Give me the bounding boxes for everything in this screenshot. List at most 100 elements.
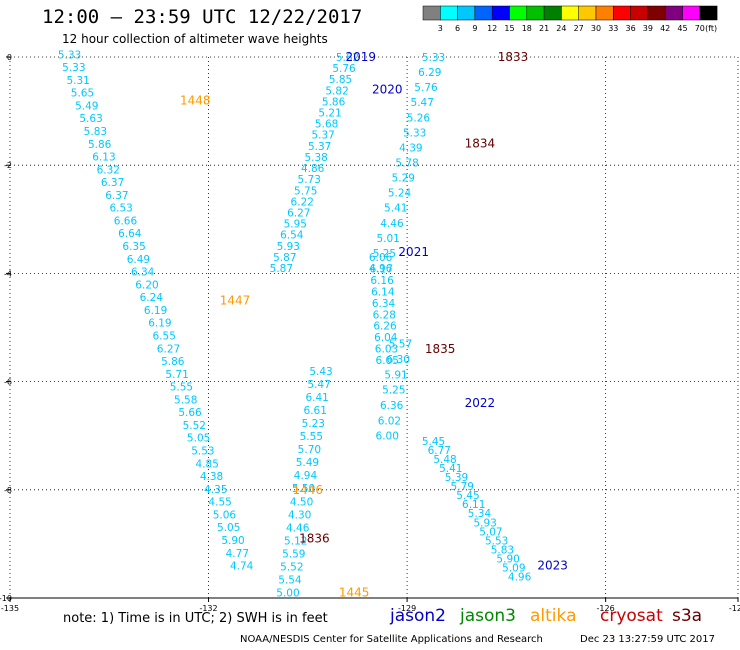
- wave-height-value: 5.25: [382, 385, 405, 397]
- wave-height-value: 5.45: [456, 490, 479, 502]
- wave-height-value: 5.76: [332, 63, 356, 75]
- wave-height-value: 5.86: [322, 96, 346, 108]
- wave-height-value: 6.17: [370, 264, 393, 276]
- wave-height-value: 5.87: [273, 252, 296, 264]
- wave-height-value: 5.21: [318, 108, 341, 120]
- wave-height-value: 4.50: [290, 496, 313, 508]
- wave-height-value: 5.48: [433, 454, 456, 466]
- wave-height-value: 6.49: [127, 254, 150, 266]
- y-tick-label: -2: [4, 161, 12, 170]
- wave-height-value: 5.83: [84, 126, 107, 138]
- wave-height-value: 5.41: [439, 463, 462, 475]
- wave-height-value: 5.86: [161, 356, 185, 368]
- wave-height-value: 6.27: [157, 343, 180, 355]
- wave-height-value: 5.75: [294, 185, 317, 197]
- chart-subtitle: 12 hour collection of altimeter wave hei…: [62, 32, 328, 46]
- wave-height-value: 5.87: [270, 263, 293, 275]
- colorbar-label: 45: [677, 24, 687, 33]
- wave-height-value: 5.63: [79, 113, 102, 125]
- legend-entry-altika: altika: [530, 606, 577, 626]
- wave-height-value: 5.50: [292, 483, 315, 495]
- wave-height-value: 6.53: [109, 203, 132, 215]
- wave-height-value: 6.66: [114, 215, 138, 227]
- colorbar-unit: (ft): [705, 24, 717, 33]
- wave-height-value: 6.27: [287, 207, 310, 219]
- colorbar-label: 70: [695, 24, 705, 33]
- x-tick-label: -124: [729, 604, 740, 613]
- wave-height-value: 5.31: [66, 75, 89, 87]
- wave-height-value: 5.05: [217, 522, 240, 534]
- wave-height-value: 5.49: [75, 100, 98, 112]
- wave-height-value: 5.33: [58, 49, 81, 61]
- wave-height-value: 4.39: [399, 142, 422, 154]
- legend-entry-jason2: jason2: [390, 606, 446, 626]
- x-tick-label: -126: [597, 604, 615, 613]
- pass-label: 1834: [465, 137, 496, 151]
- colorbar-swatch: [699, 5, 718, 21]
- pass-label: 1448: [180, 93, 211, 107]
- colorbar-label: 36: [626, 24, 636, 33]
- colorbar-label: 42: [660, 24, 670, 33]
- colorbar-label: 33: [608, 24, 618, 33]
- wave-height-value: 5.73: [298, 174, 321, 186]
- y-tick-label: -8: [4, 486, 12, 495]
- colorbar-swatch: [491, 5, 510, 21]
- wave-height-value: 6.06: [369, 252, 393, 264]
- wave-height-value: 5.34: [468, 508, 492, 520]
- colorbar-swatch: [595, 5, 614, 21]
- wave-height-value: 5.00: [276, 588, 299, 600]
- wave-height-value: 6.29: [418, 67, 441, 79]
- wave-height-value: 6.77: [428, 445, 451, 457]
- tracks: 5.335.335.315.655.495.635.835.866.136.32…: [58, 49, 532, 600]
- timestamp: Dec 23 13:27:59 UTC 2017: [580, 634, 715, 645]
- wave-height-value: 6.41: [305, 392, 328, 404]
- wave-height-value: 5.12: [284, 535, 307, 547]
- wave-height-value: 6.02: [378, 415, 401, 427]
- wave-height-value: 5.90: [221, 535, 244, 547]
- wave-height-value: 6.04: [374, 332, 398, 344]
- legend-entry-s3a: s3a: [672, 606, 703, 626]
- pass-label: 2020: [372, 82, 403, 96]
- y-tick-label: -4: [4, 269, 12, 278]
- wave-height-value: 5.05: [187, 433, 210, 445]
- pass-label: 2021: [398, 245, 429, 259]
- chart-title: 12:00 – 23:59 UTC 12/22/2017: [42, 6, 363, 28]
- wave-height-value: 5.07: [479, 526, 502, 538]
- pass-labels: 2019 2020 2021 2022 2023 1447 1448 1446 1445 1833…: [180, 50, 568, 600]
- wave-height-value: 5.62: [336, 52, 359, 64]
- wave-height-value: 6.35: [122, 241, 145, 253]
- wave-height-value: 6.14: [371, 286, 395, 298]
- y-tick-label: 0: [7, 53, 12, 62]
- wave-height-value: 5.79: [451, 481, 474, 493]
- colorbar-swatch: [422, 5, 441, 21]
- wave-height-value: 6.11: [462, 499, 485, 511]
- y-tick-label: -6: [4, 378, 12, 387]
- wave-height-value: 4.55: [208, 497, 231, 509]
- pass-label: 2022: [465, 396, 496, 410]
- wave-height-value: 5.01: [376, 233, 399, 245]
- wave-height-value: 5.47: [411, 97, 434, 109]
- wave-height-value: 5.58: [174, 394, 197, 406]
- pass-label: 1833: [498, 50, 529, 64]
- wave-height-value: 4.38: [200, 471, 223, 483]
- wave-height-value: 5.49: [296, 457, 319, 469]
- footnote: note: 1) Time is in UTC; 2) SWH is in fe…: [63, 611, 328, 626]
- colorbar-label: 3: [438, 24, 443, 33]
- colorbar: 3 6 9 12 15 18 21 24 27 30 33 36 39 42 45 70 (ft): [422, 5, 718, 33]
- wave-height-value: 5.82: [325, 85, 348, 97]
- pass-label: 1446: [293, 483, 324, 497]
- colorbar-label: 15: [504, 24, 514, 33]
- wave-height-value: 5.55: [170, 382, 193, 394]
- axes: 0-2-4-6-8-10-135-132-129-126-123-124: [0, 53, 740, 613]
- colorbar-label: 24: [556, 24, 566, 33]
- wave-height-value: 6.24: [140, 292, 164, 304]
- wave-height-value: 4.35: [204, 484, 227, 496]
- colorbar-label: 39: [643, 24, 653, 33]
- colorbar-label: 27: [574, 24, 584, 33]
- wave-height-value: 6.28: [373, 309, 396, 321]
- wave-height-value: 5.33: [403, 127, 426, 139]
- wave-height-value: 5.83: [491, 544, 514, 556]
- wave-height-value: 5.68: [315, 119, 338, 131]
- wave-height-value: 5.23: [302, 418, 325, 430]
